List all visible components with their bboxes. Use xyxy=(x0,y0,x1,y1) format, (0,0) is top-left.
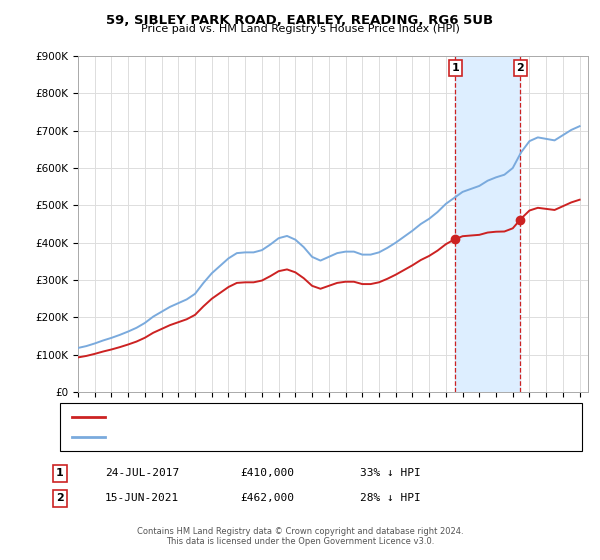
Bar xyxy=(455,56,520,392)
Text: 15-JUN-2021: 15-JUN-2021 xyxy=(105,493,179,503)
Text: HPI: Average price, detached house, Wokingham: HPI: Average price, detached house, Woki… xyxy=(111,432,349,442)
Text: 59, SIBLEY PARK ROAD, EARLEY, READING, RG6 5UB (detached house): 59, SIBLEY PARK ROAD, EARLEY, READING, R… xyxy=(111,412,457,422)
Text: 1: 1 xyxy=(451,63,459,73)
Text: 2: 2 xyxy=(56,493,64,503)
Text: 59, SIBLEY PARK ROAD, EARLEY, READING, RG6 5UB: 59, SIBLEY PARK ROAD, EARLEY, READING, R… xyxy=(106,14,494,27)
Text: Price paid vs. HM Land Registry's House Price Index (HPI): Price paid vs. HM Land Registry's House … xyxy=(140,24,460,34)
Text: 28% ↓ HPI: 28% ↓ HPI xyxy=(360,493,421,503)
Text: Contains HM Land Registry data © Crown copyright and database right 2024.
This d: Contains HM Land Registry data © Crown c… xyxy=(137,526,463,546)
Text: £410,000: £410,000 xyxy=(240,468,294,478)
Text: £462,000: £462,000 xyxy=(240,493,294,503)
Text: 24-JUL-2017: 24-JUL-2017 xyxy=(105,468,179,478)
Text: 1: 1 xyxy=(56,468,64,478)
Text: 2: 2 xyxy=(517,63,524,73)
Text: 33% ↓ HPI: 33% ↓ HPI xyxy=(360,468,421,478)
